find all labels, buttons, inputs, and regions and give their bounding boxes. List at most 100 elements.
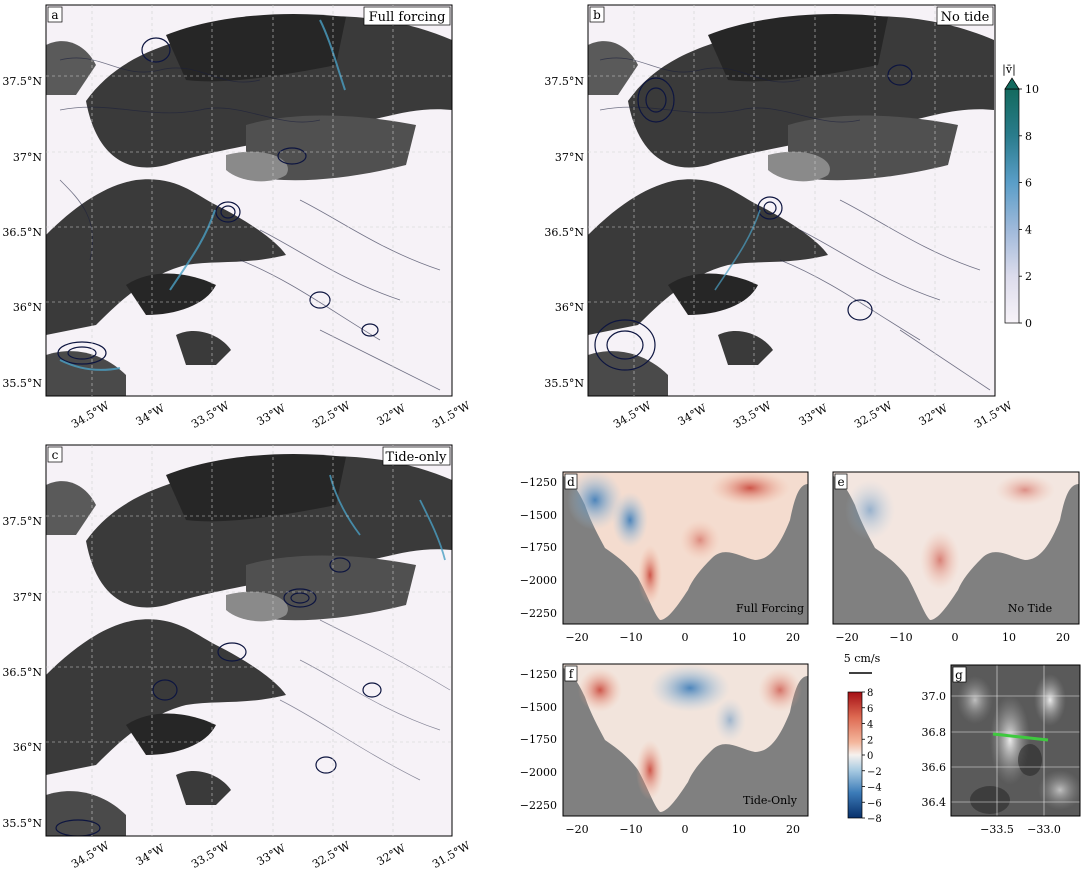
section-colorbar-tick: −2 [867,767,882,778]
panel-b-map [588,5,995,396]
panel-f-letter: f [569,667,575,681]
panel-d-letter: d [567,475,575,489]
panel-a-lon-tick: 34°W [134,401,168,428]
panel-f-x-tick: −20 [565,823,588,836]
panel-b: b No tide [587,4,996,397]
panel-f-x-tick: −10 [619,823,642,836]
panel-d-y-tick: −2000 [520,574,557,587]
panel-b-lat-tick: 37.5°N [544,75,584,88]
panel-e-letter: e [837,475,844,489]
panel-b-lon-tick: 33.5°W [731,399,774,431]
panel-c-lat-tick: 37°N [13,591,42,604]
panel-f-title: Tide-Only [743,794,798,807]
speed-colorbar-tick: 4 [1025,223,1032,236]
panel-f: f Tide-Only [562,663,809,817]
panel-b-lon-tick: 33°W [797,401,831,428]
panel-f-y-tick: −1250 [520,668,557,681]
speed-colorbar-tick: 6 [1025,177,1032,190]
panel-c-letter-box [47,446,63,463]
panel-c-lon-tick: 33°W [255,841,289,868]
panel-a-lat-tick: 36°N [13,301,42,314]
panel-d-y-tick: −2250 [520,607,557,620]
section-colorbar-tick: 6 [867,704,873,715]
panel-g-letter: g [955,668,963,682]
panel-b-lon-tick: 31.5°W [972,399,1015,431]
panel-c: c Tide-only [45,444,453,837]
panel-d-x-tick: 20 [786,631,800,644]
section-colorbar-tick: −6 [867,798,882,809]
panel-d-x-tick: 10 [732,631,746,644]
panel-c-lon-tick: 31.5°W [430,839,473,869]
scale-arrow-label: 5 cm/s [844,652,881,665]
panel-a-lat-tick: 36.5°N [2,226,42,239]
panel-b-letter-box [589,6,605,23]
panel-a-lon-tick: 33°W [255,401,289,428]
panel-a-lon-tick: 32°W [375,401,409,428]
panel-b-lon-tick: 32°W [917,401,951,428]
panel-c-lon-tick: 34°W [134,841,168,868]
panel-a-letter: a [51,8,58,22]
panel-a-jets [59,19,346,371]
panel-g-map [951,665,1080,816]
panel-b-lon-tick: 34°W [676,401,710,428]
speed-colorbar-tick: 0 [1025,317,1032,330]
panel-a-lon-tick: 32.5°W [310,399,353,431]
panel-d: d Full Forcing [562,470,809,625]
speed-colorbar: |v̄| [1002,63,1020,324]
panel-f-y-tick: −2250 [520,799,557,812]
panel-g-grid [951,665,1080,816]
panel-b-grid [588,5,995,396]
panel-d-x-tick: −20 [565,631,588,644]
panel-d-x-tick: −10 [619,631,642,644]
panel-a-map [46,5,452,396]
section-colorbar-tick: 0 [867,751,873,762]
panel-d-title: Full Forcing [736,602,804,615]
panel-c-map [46,445,452,836]
panel-c-jets [329,474,446,561]
panel-f-x-tick: 0 [682,823,689,836]
panel-b-title: No tide [941,10,990,25]
panel-f-x-tick: 10 [732,823,746,836]
panel-e-letter-box [834,473,848,490]
panel-e-x-tick: −20 [835,631,858,644]
panel-g-x-tick: −33.5 [980,823,1014,836]
panel-b-lon-tick: 34.5°W [611,399,654,431]
panel-a-grid [46,5,452,396]
panel-a-eddies [57,37,379,365]
panel-g-y-tick: 37.0 [922,690,947,703]
panel-g: g [950,664,1081,817]
panel-a-lat-tick: 35.5°N [2,377,42,390]
panel-e-x-tick: 10 [1002,631,1016,644]
panel-a-lon-tick: 31.5°W [430,399,473,431]
panel-f-section [563,664,808,812]
section-colorbar-tick: 2 [867,735,873,746]
panel-c-streamlines [279,619,451,781]
panel-d-y-tick: −1750 [520,541,557,554]
panel-f-y-tick: −1750 [520,733,557,746]
section-colorbar [847,691,863,819]
panel-g-x-tick: −33.0 [1027,823,1061,836]
panel-c-letter: c [52,448,59,462]
panel-d-y-tick: −1250 [520,476,557,489]
panel-f-y-tick: −1500 [520,701,557,714]
panel-c-lat-tick: 35.5°N [2,817,42,830]
panel-e-x-tick: 20 [1056,631,1070,644]
panel-b-eddies [594,64,913,371]
panel-f-x-tick: 20 [786,823,800,836]
panel-g-y-tick: 36.8 [922,726,947,739]
panel-a-lat-tick: 37°N [13,151,42,164]
panel-c-lat-tick: 36°N [13,741,42,754]
panel-c-lon-tick: 32°W [375,841,409,868]
panel-a-lon-tick: 34.5°W [69,399,112,431]
panel-b-lat-tick: 35.5°N [544,377,584,390]
panel-d-y-tick: −1500 [520,509,557,522]
panel-g-y-tick: 36.4 [922,796,947,809]
panel-c-lon-tick: 33.5°W [189,839,232,869]
panel-b-lon-tick: 32.5°W [852,399,895,431]
panel-a-letter-box [47,6,63,23]
panel-b-streamlines [599,57,991,391]
speed-colorbar-tick: 10 [1025,83,1039,96]
section-colorbar-tick: 4 [867,720,873,731]
panel-b-letter: b [593,8,601,22]
scale-arrow: 5 cm/s [844,652,881,674]
